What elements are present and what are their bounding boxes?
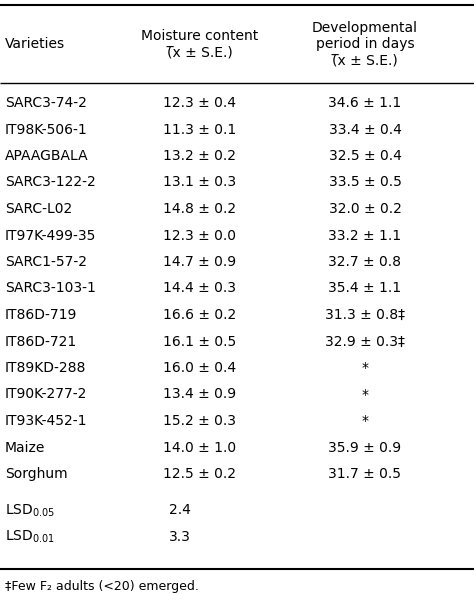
Text: 33.5 ± 0.5: 33.5 ± 0.5 (328, 175, 401, 189)
Text: 2.4: 2.4 (169, 504, 191, 517)
Text: 12.3 ± 0.0: 12.3 ± 0.0 (164, 229, 237, 242)
Text: 14.4 ± 0.3: 14.4 ± 0.3 (164, 282, 237, 295)
Text: IT89KD-288: IT89KD-288 (5, 361, 86, 375)
Text: 16.1 ± 0.5: 16.1 ± 0.5 (164, 334, 237, 349)
Text: IT90K-277-2: IT90K-277-2 (5, 387, 87, 402)
Text: 16.0 ± 0.4: 16.0 ± 0.4 (164, 361, 237, 375)
Text: SARC3-103-1: SARC3-103-1 (5, 282, 96, 295)
Text: 14.8 ± 0.2: 14.8 ± 0.2 (164, 202, 237, 216)
Text: 31.3 ± 0.8‡: 31.3 ± 0.8‡ (325, 308, 405, 322)
Text: 16.6 ± 0.2: 16.6 ± 0.2 (164, 308, 237, 322)
Text: IT86D-721: IT86D-721 (5, 334, 77, 349)
Text: 15.2 ± 0.3: 15.2 ± 0.3 (164, 414, 237, 428)
Text: 12.5 ± 0.2: 12.5 ± 0.2 (164, 467, 237, 481)
Text: 13.4 ± 0.9: 13.4 ± 0.9 (164, 387, 237, 402)
Text: 14.7 ± 0.9: 14.7 ± 0.9 (164, 255, 237, 269)
Text: LSD$_{0.01}$: LSD$_{0.01}$ (5, 529, 55, 545)
Text: 13.1 ± 0.3: 13.1 ± 0.3 (164, 175, 237, 189)
Text: ‡Few F₂ adults (<20) emerged.: ‡Few F₂ adults (<20) emerged. (5, 580, 199, 593)
Text: SARC-L02: SARC-L02 (5, 202, 72, 216)
Text: 32.9 ± 0.3‡: 32.9 ± 0.3‡ (325, 334, 405, 349)
Text: 31.7 ± 0.5: 31.7 ± 0.5 (328, 467, 401, 481)
Text: 34.6 ± 1.1: 34.6 ± 1.1 (328, 96, 401, 110)
Text: 33.4 ± 0.4: 33.4 ± 0.4 (328, 122, 401, 137)
Text: SARC3-74-2: SARC3-74-2 (5, 96, 87, 110)
Text: 32.0 ± 0.2: 32.0 ± 0.2 (328, 202, 401, 216)
Text: APAAGBALA: APAAGBALA (5, 149, 89, 163)
Text: 11.3 ± 0.1: 11.3 ± 0.1 (164, 122, 237, 137)
Text: 12.3 ± 0.4: 12.3 ± 0.4 (164, 96, 237, 110)
Text: IT86D-719: IT86D-719 (5, 308, 77, 322)
Text: 32.7 ± 0.8: 32.7 ± 0.8 (328, 255, 401, 269)
Text: *: * (362, 414, 368, 428)
Text: IT93K-452-1: IT93K-452-1 (5, 414, 88, 428)
Text: IT97K-499-35: IT97K-499-35 (5, 229, 96, 242)
Text: 14.0 ± 1.0: 14.0 ± 1.0 (164, 441, 237, 454)
Text: 35.9 ± 0.9: 35.9 ± 0.9 (328, 441, 401, 454)
Text: Maize: Maize (5, 441, 46, 454)
Text: SARC1-57-2: SARC1-57-2 (5, 255, 87, 269)
Text: 3.3: 3.3 (169, 530, 191, 544)
Text: Developmental
period in days
(̅x ± S.E.): Developmental period in days (̅x ± S.E.) (312, 21, 418, 67)
Text: SARC3-122-2: SARC3-122-2 (5, 175, 96, 189)
Text: 35.4 ± 1.1: 35.4 ± 1.1 (328, 282, 401, 295)
Text: *: * (362, 361, 368, 375)
Text: Sorghum: Sorghum (5, 467, 68, 481)
Text: 32.5 ± 0.4: 32.5 ± 0.4 (328, 149, 401, 163)
Text: IT98K-506-1: IT98K-506-1 (5, 122, 88, 137)
Text: 13.2 ± 0.2: 13.2 ± 0.2 (164, 149, 237, 163)
Text: Varieties: Varieties (5, 37, 65, 51)
Text: 33.2 ± 1.1: 33.2 ± 1.1 (328, 229, 401, 242)
Text: LSD$_{0.05}$: LSD$_{0.05}$ (5, 503, 55, 519)
Text: *: * (362, 387, 368, 402)
Text: Moisture content
(̅x ± S.E.): Moisture content (̅x ± S.E.) (141, 29, 259, 59)
